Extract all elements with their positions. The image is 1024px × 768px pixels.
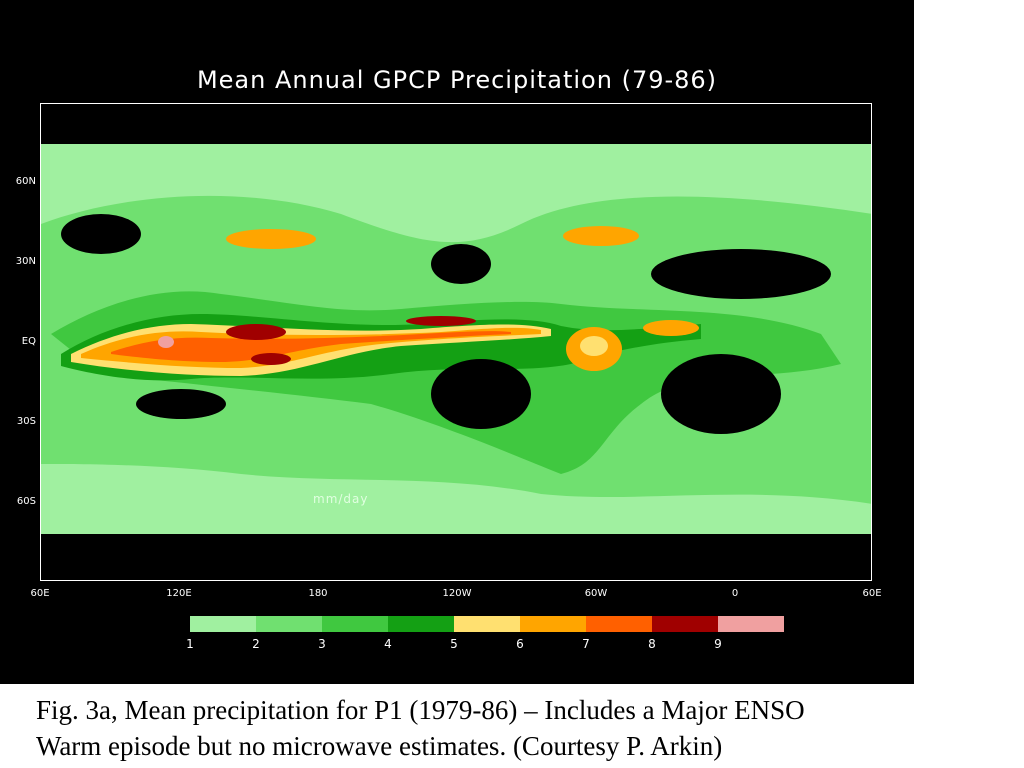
precip-band-level7: [111, 331, 511, 362]
dry-region-central-asia: [61, 214, 141, 254]
precip-band-level8-west-pacific: [226, 324, 286, 340]
dry-region-sahara: [651, 249, 831, 299]
atlantic-itcz: [643, 320, 699, 336]
lat-label-60s: 60S: [16, 496, 36, 507]
kuroshio-storm-track: [226, 229, 316, 249]
lon-label-120w: 120W: [442, 588, 472, 599]
legend-swatch-5: [454, 616, 520, 632]
color-legend: [190, 616, 784, 632]
lon-label-60e-right: 60E: [862, 588, 882, 599]
legend-swatch-1: [190, 616, 256, 632]
legend-swatch-3: [322, 616, 388, 632]
legend-label-1: 1: [186, 637, 194, 651]
caption-line-1: Fig. 3a, Mean precipitation for P1 (1979…: [36, 695, 805, 725]
legend-label-6: 6: [516, 637, 524, 651]
lon-label-120e: 120E: [166, 588, 192, 599]
legend-label-2: 2: [252, 637, 260, 651]
precipitation-map: [40, 103, 872, 581]
lon-label-60w: 60W: [584, 588, 608, 599]
dry-region-southeast-pacific: [431, 359, 531, 429]
lat-label-eq: EQ: [21, 336, 36, 347]
amazon-rain-core: [580, 336, 608, 356]
map-title: Mean Annual GPCP Precipitation (79-86): [196, 66, 718, 94]
gulf-stream-storm-track: [563, 226, 639, 246]
legend-swatch-7: [586, 616, 652, 632]
lon-label-0: 0: [731, 588, 739, 599]
legend-label-4: 4: [384, 637, 392, 651]
legend-label-3: 3: [318, 637, 326, 651]
lat-label-60n: 60N: [15, 176, 36, 187]
lat-label-30s: 30S: [16, 416, 36, 427]
legend-label-7: 7: [582, 637, 590, 651]
caption-line-2: Warm episode but no microwave estimates.…: [36, 731, 723, 761]
lat-label-30n: 30N: [15, 256, 36, 267]
lon-label-60e-left: 60E: [30, 588, 50, 599]
precip-band-level8-itcz: [406, 316, 476, 326]
lon-label-180: 180: [308, 588, 328, 599]
legend-swatch-4: [388, 616, 454, 632]
precip-band-level9: [158, 336, 174, 348]
polar-no-data-south: [41, 534, 871, 580]
polar-no-data-north: [41, 104, 871, 142]
legend-swatch-2: [256, 616, 322, 632]
figure-caption: Fig. 3a, Mean precipitation for P1 (1979…: [36, 692, 1021, 764]
dry-region-south-atlantic: [661, 354, 781, 434]
unit-label: mm/day: [313, 492, 369, 506]
dry-region-north-pacific: [431, 244, 491, 284]
legend-label-5: 5: [450, 637, 458, 651]
legend-swatch-9: [718, 616, 784, 632]
dry-region-australia: [136, 389, 226, 419]
legend-swatch-6: [520, 616, 586, 632]
map-figure: Mean Annual GPCP Precipitation (79-86): [0, 0, 914, 684]
legend-label-9: 9: [714, 637, 722, 651]
precip-band-level8-indonesia: [251, 353, 291, 365]
precipitation-field: [41, 104, 871, 580]
legend-label-8: 8: [648, 637, 656, 651]
legend-swatch-8: [652, 616, 718, 632]
